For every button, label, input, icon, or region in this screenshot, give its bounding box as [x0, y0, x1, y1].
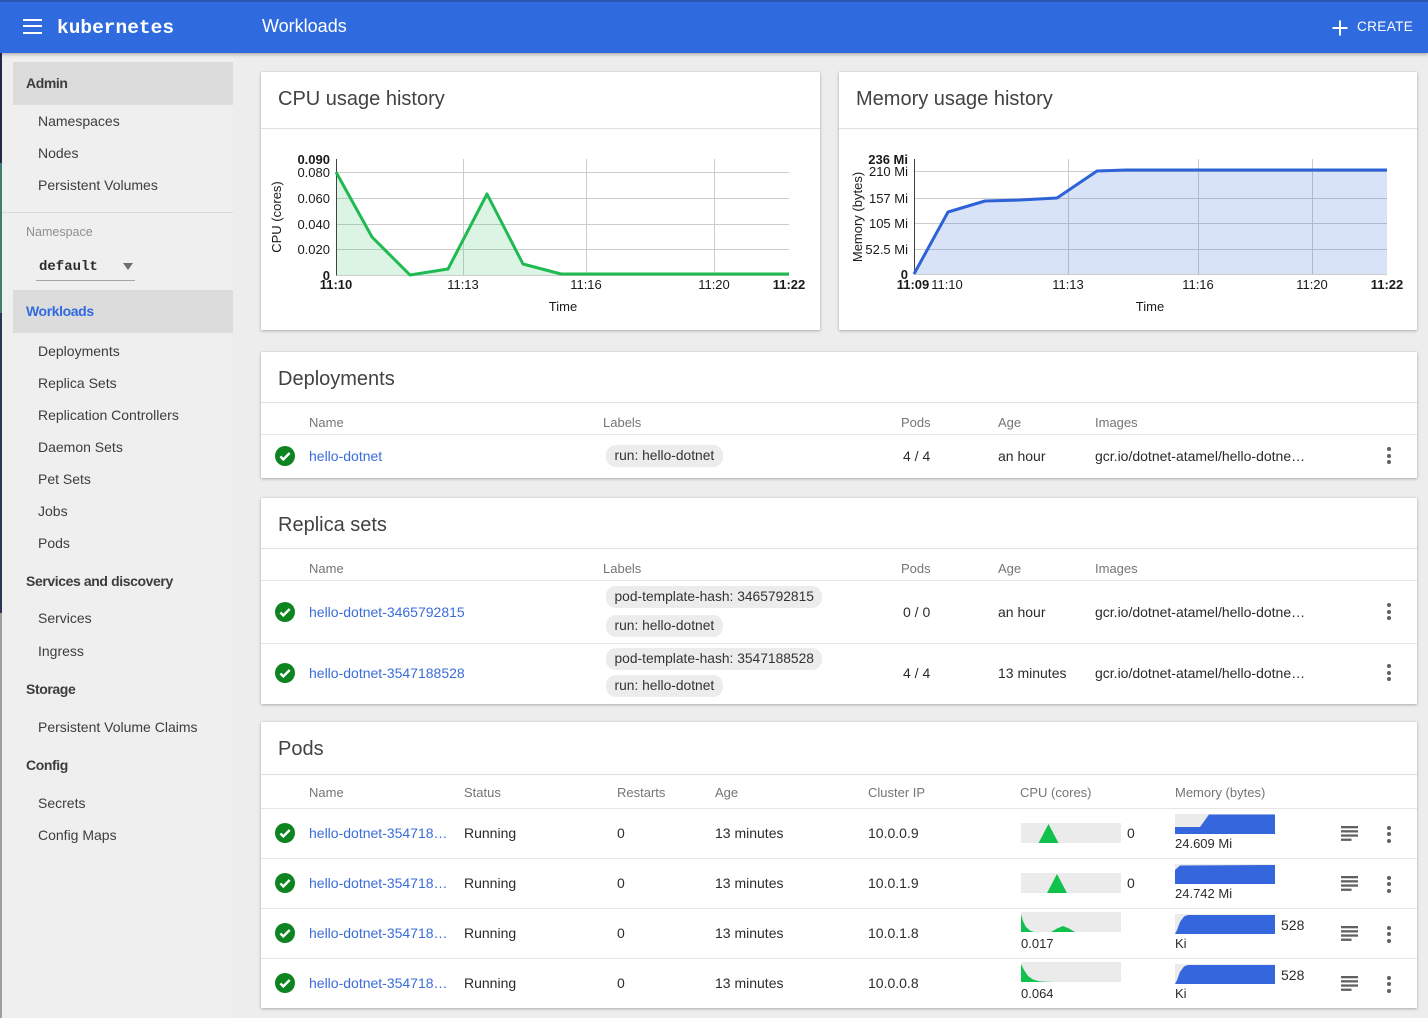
svg-text:11:09: 11:09: [897, 277, 930, 292]
svg-text:11:22: 11:22: [1371, 277, 1404, 292]
svg-text:210 Mi: 210 Mi: [869, 164, 908, 179]
svg-text:11:16: 11:16: [1182, 277, 1214, 292]
svg-text:11:22: 11:22: [773, 277, 806, 292]
svg-text:Time: Time: [1136, 299, 1164, 314]
svg-text:105 Mi: 105 Mi: [869, 216, 908, 231]
svg-text:11:20: 11:20: [698, 277, 730, 292]
svg-text:0.060: 0.060: [297, 191, 330, 206]
svg-text:CPU (cores): CPU (cores): [269, 181, 284, 253]
svg-text:0.090: 0.090: [297, 152, 330, 167]
svg-text:11:13: 11:13: [1052, 277, 1084, 292]
svg-text:157 Mi: 157 Mi: [869, 191, 908, 206]
svg-text:0.040: 0.040: [297, 217, 330, 232]
svg-text:0: 0: [323, 268, 330, 283]
svg-text:11:13: 11:13: [447, 277, 479, 292]
svg-text:11:20: 11:20: [1296, 277, 1328, 292]
svg-text:11:10: 11:10: [931, 277, 963, 292]
svg-text:0: 0: [901, 267, 908, 282]
svg-text:236 Mi: 236 Mi: [868, 152, 908, 167]
svg-text:0.020: 0.020: [297, 242, 330, 257]
svg-text:11:16: 11:16: [570, 277, 602, 292]
svg-text:52.5 Mi: 52.5 Mi: [865, 242, 908, 257]
svg-text:0.080: 0.080: [297, 165, 330, 180]
svg-text:Time: Time: [549, 299, 577, 314]
svg-text:11:10: 11:10: [320, 277, 353, 292]
svg-text:Memory (bytes): Memory (bytes): [850, 172, 865, 262]
